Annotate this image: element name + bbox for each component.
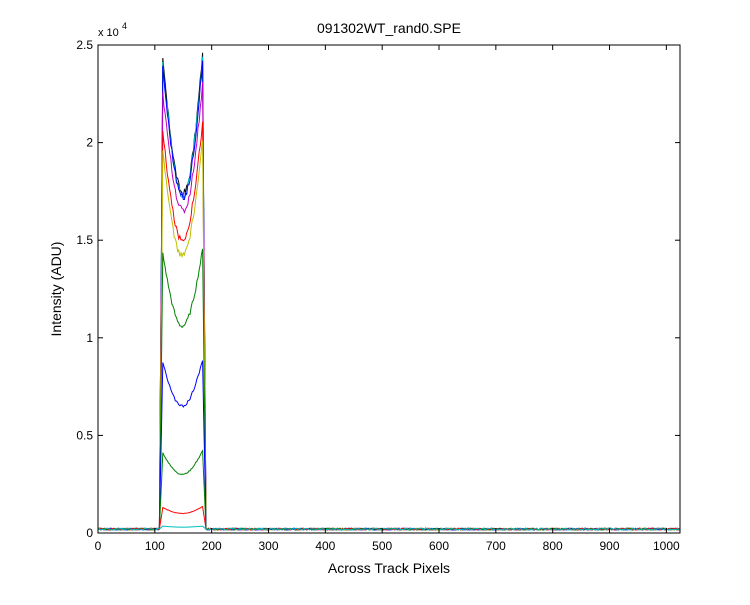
y-scale-base: x 10 xyxy=(98,27,119,39)
y-tick-label: 2 xyxy=(86,136,93,150)
plot-area xyxy=(98,45,680,533)
x-tick-label: 100 xyxy=(145,539,165,553)
x-tick-label: 300 xyxy=(258,539,278,553)
x-tick-label: 600 xyxy=(429,539,449,553)
y-tick-label: 2.5 xyxy=(76,38,93,52)
y-tick-label: 1.5 xyxy=(76,233,93,247)
x-tick-label: 700 xyxy=(486,539,506,553)
x-tick-label: 500 xyxy=(372,539,392,553)
series-line-11 xyxy=(97,525,681,531)
series-layer xyxy=(97,52,681,531)
y-tick-label: 0.5 xyxy=(76,428,93,442)
plot-frame xyxy=(97,44,681,534)
y-tick-label: 0 xyxy=(86,526,93,540)
x-tick-label: 800 xyxy=(543,539,563,553)
y-tick-label: 1 xyxy=(86,331,93,345)
x-tick-label: 400 xyxy=(315,539,335,553)
chart-title: 091302WT_rand0.SPE xyxy=(317,20,461,36)
x-axis-label: Across Track Pixels xyxy=(328,560,450,576)
y-axis: 0 0.5 1 1.5 2 2.5 xyxy=(76,38,680,540)
x-tick-label: 1000 xyxy=(653,539,680,553)
x-tick-label: 900 xyxy=(600,539,620,553)
y-axis-label: Intensity (ADU) xyxy=(48,242,64,337)
x-axis: 0 100 200 300 400 500 600 700 800 900 1000 xyxy=(95,45,680,553)
x-tick-label: 200 xyxy=(202,539,222,553)
x-tick-label: 0 xyxy=(95,539,102,553)
y-scale-power: 4 xyxy=(122,21,127,31)
